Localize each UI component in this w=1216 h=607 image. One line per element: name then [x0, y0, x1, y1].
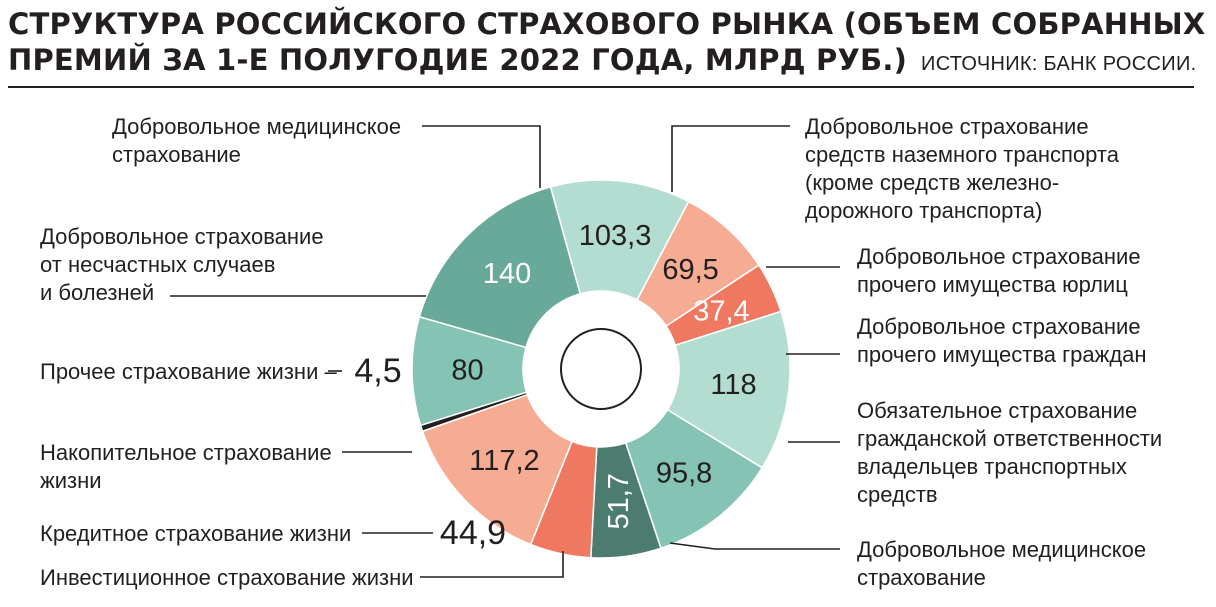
leader-line-6 [671, 125, 790, 192]
value-label-10: 140 [483, 258, 531, 290]
category-label-line: Накопительное страхование [40, 440, 332, 465]
category-label-med-top: Добровольное медицинское страхование [112, 114, 401, 167]
slice-7 [421, 393, 573, 546]
category-label-line: Прочее страхование жизни – [40, 359, 337, 384]
category-label-line: средств наземного транспорта [805, 142, 1120, 167]
title-line-2: ПРЕМИЙ ЗА 1-Е ПОЛУГОДИЕ 2022 ГОДА, МЛРД … [8, 42, 1208, 82]
value-label-6: 44,9 [440, 514, 506, 552]
donut-slices [411, 179, 791, 559]
leader-line-5 [420, 551, 564, 578]
category-label-line: дорожного транспорта) [805, 198, 1042, 223]
category-label-line: прочего имущества юрлиц [857, 272, 1128, 297]
category-label-land-transport: Добровольное страхование средств наземног… [805, 114, 1120, 223]
slice-0 [549, 179, 690, 301]
category-label-line: страхование [112, 142, 241, 167]
category-label-property-corp: Добровольное страхование прочего имуществ… [857, 244, 1141, 297]
donut-center-ring [560, 328, 642, 410]
category-label-accidents: Добровольное страхование от несчастных сл… [40, 224, 324, 305]
value-label-9: 80 [451, 355, 483, 387]
category-label-investment: Инвестиционное страхование жизни [40, 565, 414, 590]
value-label-3: 118 [710, 369, 756, 401]
category-label-line: гражданской ответственности [857, 426, 1162, 451]
category-label-other-life: Прочее страхование жизни – [40, 359, 337, 384]
value-label-0: 103,3 [579, 220, 652, 252]
category-label-savings: Накопительное страхование жизни [40, 440, 332, 493]
category-label-line: прочего имущества граждан [857, 342, 1147, 367]
source-note: ИСТОЧНИК: БАНК РОССИИ. [921, 53, 1197, 75]
category-label-line: Добровольное страхование [805, 114, 1089, 139]
category-label-line: от несчастных случаев [40, 252, 275, 277]
category-label-line: Добровольное медицинское [112, 114, 401, 139]
slice-10 [418, 185, 582, 349]
category-label-line: Инвестиционное страхование жизни [40, 565, 414, 590]
category-label-line: (кроме средств железно- [805, 170, 1059, 195]
category-label-line: Добровольное страхование [40, 224, 324, 249]
category-label-line: Добровольное страхование [857, 244, 1141, 269]
category-label-med-bottom: Добровольное медицинское страхование [857, 537, 1146, 590]
category-label-osago: Обязательное страхование гражданской отве… [857, 398, 1162, 507]
value-label-8: 4,5 [354, 352, 401, 390]
leader-line-0 [422, 125, 541, 188]
category-label-line: Кредитное страхование жизни [40, 521, 351, 546]
value-label-5: 51,7 [603, 473, 635, 529]
category-label-line: средств [857, 482, 938, 507]
value-label-7: 117,2 [469, 445, 539, 477]
category-labels: Добровольное медицинское страхованиеДобро… [40, 114, 1162, 590]
value-label-4: 95,8 [656, 458, 712, 490]
category-label-line: Обязательное страхование [857, 398, 1137, 423]
category-label-line: жизни [40, 468, 102, 493]
title-line-2-text: ПРЕМИЙ ЗА 1-Е ПОЛУГОДИЕ 2022 ГОДА, МЛРД … [8, 43, 908, 77]
category-label-line: Добровольное страхование [857, 314, 1141, 339]
leader-line-10 [669, 542, 840, 550]
category-label-line: страхование [857, 565, 986, 590]
chart-title: СТРУКТУРА РОССИЙСКОГО СТРАХОВОГО РЫНКА (… [8, 6, 1208, 82]
slice-3 [666, 310, 791, 469]
category-label-credit: Кредитное страхование жизни [40, 521, 351, 546]
category-label-line: владельцев транспортных [857, 454, 1127, 479]
value-label-1: 69,5 [662, 254, 718, 286]
category-label-line: и болезней [40, 280, 154, 305]
slice-value-labels: 103,3 69,5 37,4 118 95,8 51,7 44,9 117,2 4,5 80 14… [354, 220, 756, 552]
leader-lines [170, 125, 840, 578]
category-label-line: Добровольное медицинское [857, 537, 1146, 562]
category-label-property-citizens: Добровольное страхование прочего имуществ… [857, 314, 1147, 367]
value-label-2: 37,4 [693, 295, 749, 327]
title-rule [8, 86, 1194, 88]
title-line-1: СТРУКТУРА РОССИЙСКОГО СТРАХОВОГО РЫНКА (… [8, 7, 1206, 41]
